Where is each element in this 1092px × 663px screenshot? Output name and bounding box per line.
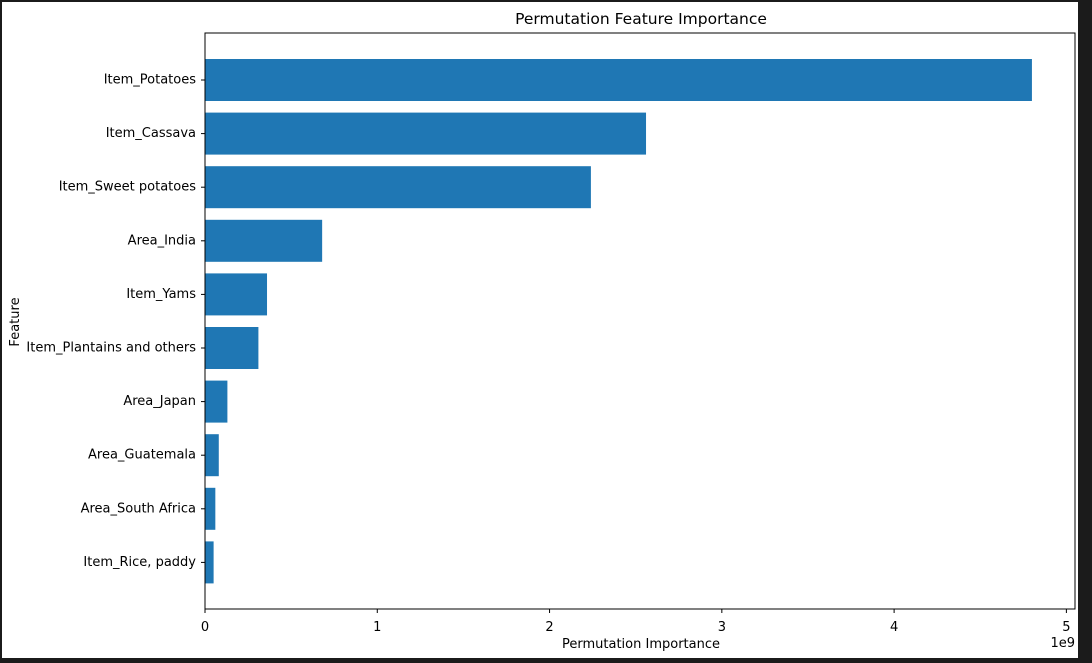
y-tick-label: Item_Potatoes bbox=[104, 73, 197, 88]
y-tick-label: Item_Cassava bbox=[106, 126, 196, 141]
bar bbox=[205, 166, 591, 209]
chart-title: Permutation Feature Importance bbox=[515, 10, 767, 28]
y-tick-label: Area_India bbox=[128, 233, 196, 248]
chart-figure: Permutation Feature Importance Item_Pota… bbox=[2, 2, 1078, 658]
y-tick-label: Item_Plantains and others bbox=[26, 341, 196, 356]
x-axis-offset-label: 1e9 bbox=[1050, 636, 1075, 651]
x-tick-label: 0 bbox=[201, 620, 209, 635]
y-tick-label: Area_South Africa bbox=[81, 501, 196, 516]
y-tick-label: Area_Guatemala bbox=[88, 448, 196, 463]
y-tick-label: Area_Japan bbox=[123, 394, 196, 409]
bar-chart: Permutation Feature Importance Item_Pota… bbox=[8, 10, 1076, 652]
bar bbox=[205, 380, 228, 423]
y-axis-label: Feature bbox=[8, 297, 23, 346]
bar bbox=[205, 112, 647, 155]
y-axis: Item_Potatoes Item_Cassava Item_Sweet pota… bbox=[26, 73, 205, 570]
x-tick-label: 4 bbox=[890, 620, 898, 635]
bar bbox=[205, 59, 1032, 101]
bar bbox=[205, 219, 323, 262]
bar bbox=[205, 487, 216, 530]
x-tick-label: 5 bbox=[1062, 620, 1070, 635]
bar bbox=[205, 273, 268, 316]
x-tick-label: 1 bbox=[373, 620, 381, 635]
bars-group bbox=[205, 59, 1032, 584]
plot-frame bbox=[204, 32, 1076, 610]
x-tick-label: 2 bbox=[545, 620, 553, 635]
bar bbox=[205, 434, 219, 477]
x-axis-label: Permutation Importance bbox=[562, 637, 720, 652]
x-axis: 0 1 2 3 4 5 bbox=[201, 609, 1071, 635]
bar bbox=[205, 541, 214, 584]
y-tick-label: Item_Yams bbox=[126, 287, 196, 302]
x-tick-label: 3 bbox=[718, 620, 726, 635]
y-tick-label: Item_Rice, paddy bbox=[83, 555, 196, 570]
y-tick-label: Item_Sweet potatoes bbox=[59, 180, 197, 195]
bar bbox=[205, 327, 259, 369]
